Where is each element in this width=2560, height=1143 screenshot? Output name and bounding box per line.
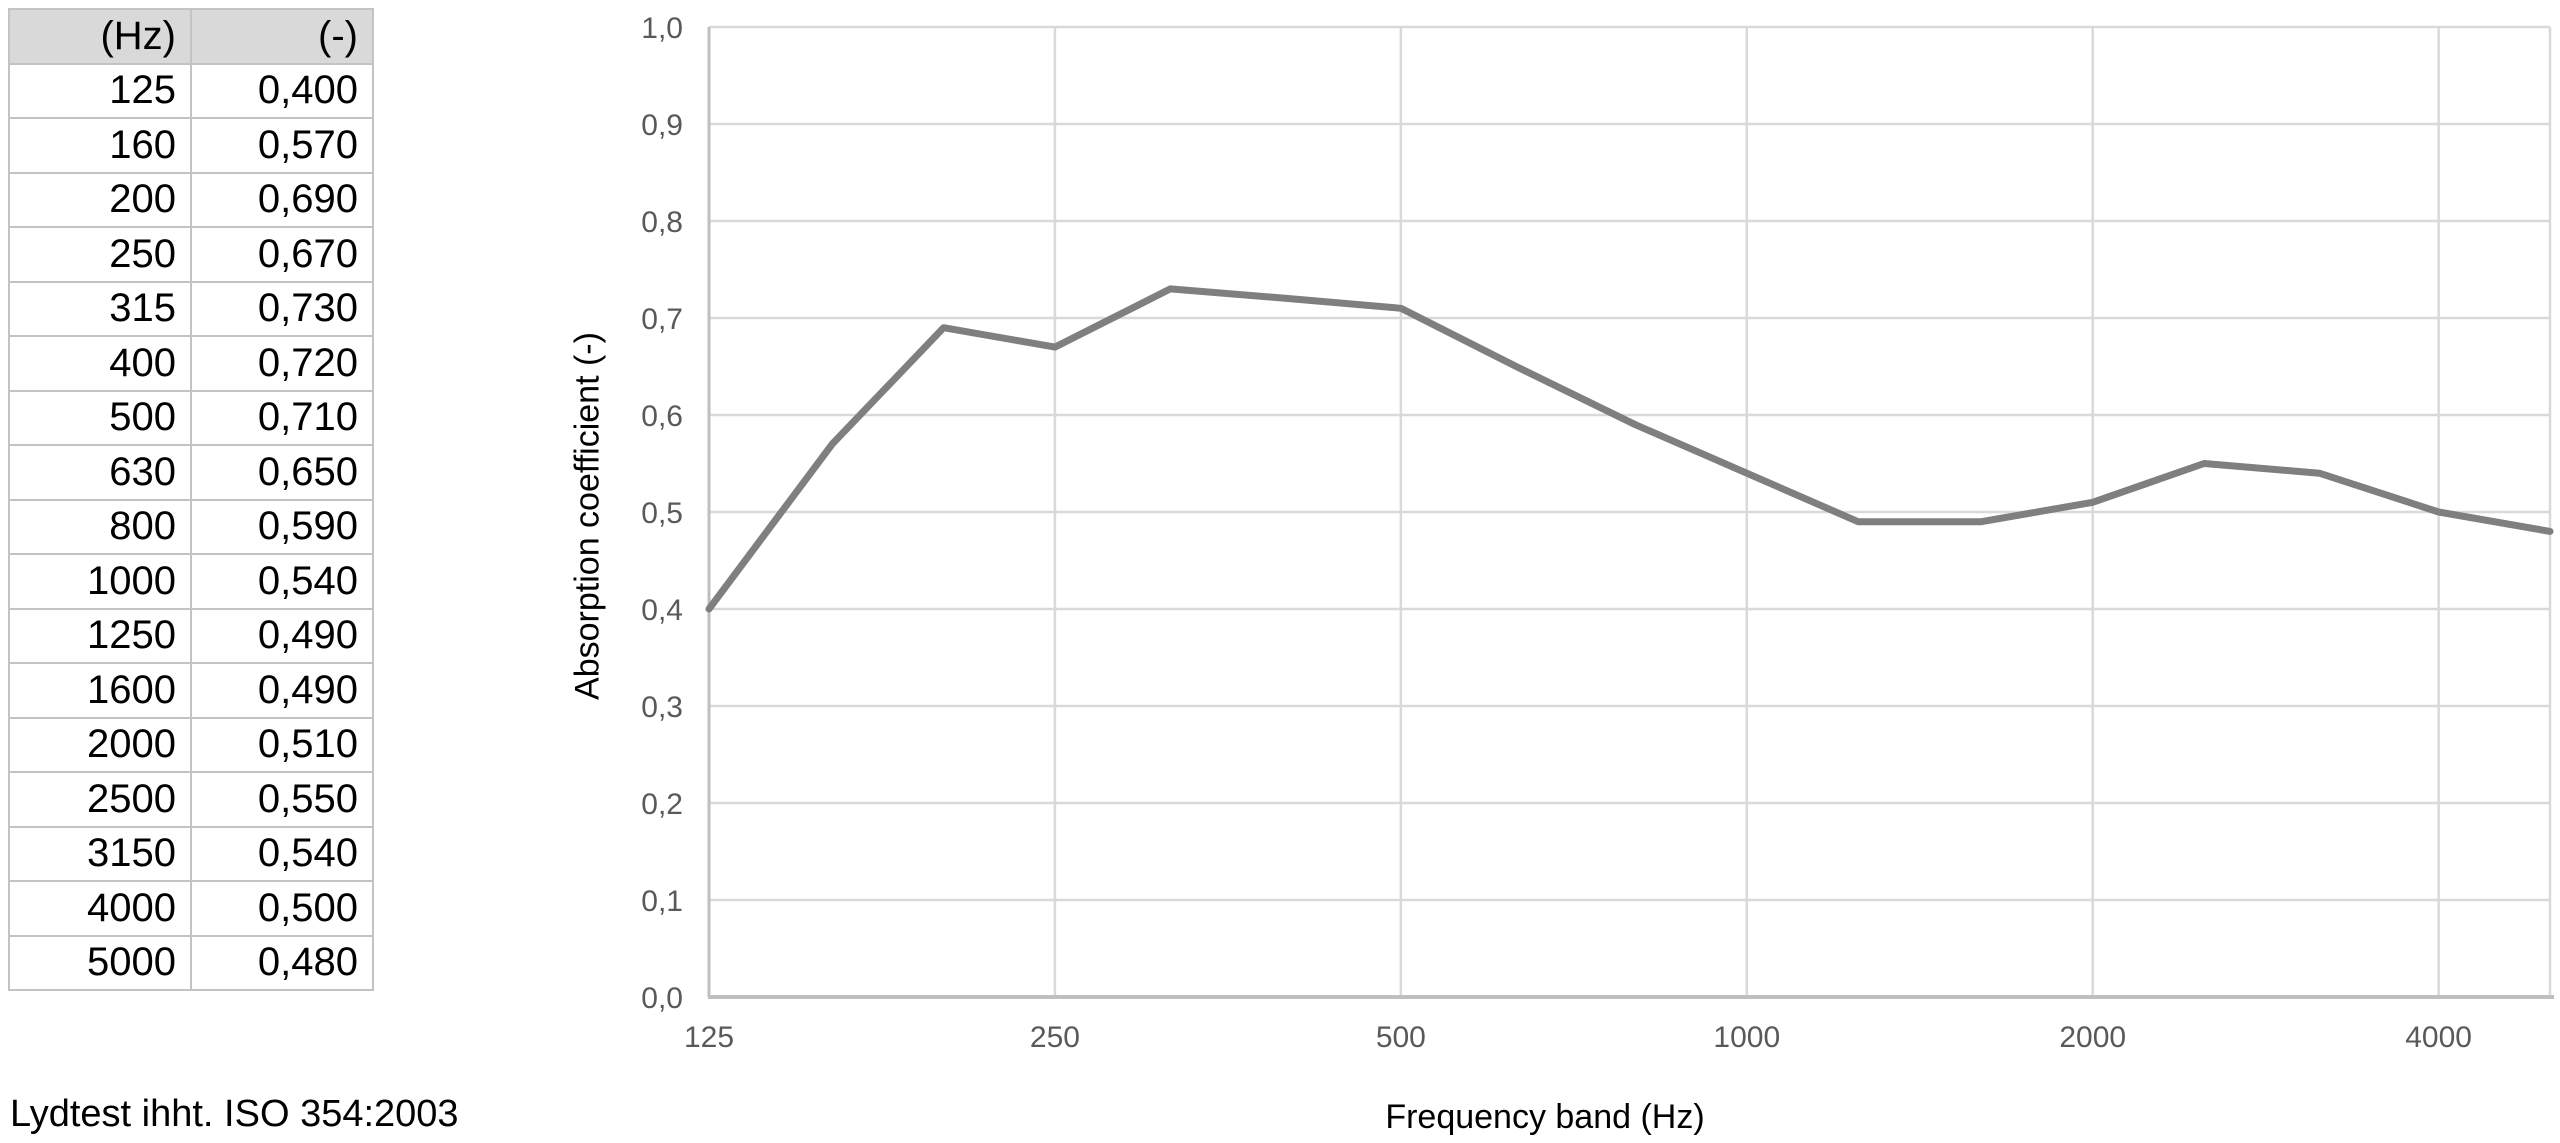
cell-coefficient: 0,720 — [190, 335, 374, 392]
y-tick-label: 0,8 — [641, 206, 683, 239]
cell-frequency: 630 — [8, 444, 192, 501]
table-row: 400 0,720 — [8, 335, 374, 392]
y-tick-label: 0,7 — [641, 303, 683, 336]
x-tick-label: 4000 — [2405, 1021, 2472, 1054]
table-row: 4000 0,500 — [8, 880, 374, 937]
table-row: 500 0,710 — [8, 389, 374, 446]
cell-coefficient: 0,710 — [190, 389, 374, 446]
table-row: 1000 0,540 — [8, 553, 374, 610]
cell-frequency: 315 — [8, 280, 192, 337]
cell-frequency: 500 — [8, 389, 192, 446]
frequency-table-body: 125 0,400 160 0,570 200 0,690 250 0,670 315 0,730… — [8, 62, 374, 991]
table-row: 1600 0,490 — [8, 662, 374, 719]
cell-frequency: 160 — [8, 117, 192, 174]
table-row: 2000 0,510 — [8, 716, 374, 773]
table-row: 5000 0,480 — [8, 934, 374, 991]
cell-coefficient: 0,730 — [190, 280, 374, 337]
cell-frequency: 125 — [8, 62, 192, 119]
cell-frequency: 1600 — [8, 662, 192, 719]
y-tick-label: 0,6 — [641, 400, 683, 433]
test-standard-note: Lydtest ihht. ISO 354:2003 — [10, 1093, 459, 1135]
cell-frequency: 2500 — [8, 771, 192, 828]
cell-frequency: 400 — [8, 335, 192, 392]
y-tick-label: 0,9 — [641, 109, 683, 142]
y-tick-label: 0,4 — [641, 594, 683, 627]
y-tick-label: 0,0 — [641, 982, 683, 1015]
x-tick-label: 250 — [1030, 1021, 1080, 1054]
cell-frequency: 3150 — [8, 825, 192, 882]
x-axis-title: Frequency band (Hz) — [1385, 1098, 1705, 1136]
cell-coefficient: 0,670 — [190, 226, 374, 283]
x-tick-label: 125 — [684, 1021, 734, 1054]
header-cell-hz: (Hz) — [8, 8, 192, 65]
cell-frequency: 1250 — [8, 607, 192, 664]
cell-coefficient: 0,540 — [190, 553, 374, 610]
absorption-series-line — [705, 285, 2554, 613]
cell-coefficient: 0,590 — [190, 498, 374, 555]
x-tick-label: 500 — [1376, 1021, 1426, 1054]
y-tick-label: 0,3 — [641, 691, 683, 724]
table-row: 315 0,730 — [8, 280, 374, 337]
cell-frequency: 800 — [8, 498, 192, 555]
cell-coefficient: 0,550 — [190, 771, 374, 828]
cell-coefficient: 0,690 — [190, 171, 374, 228]
y-tick-label: 0,1 — [641, 885, 683, 918]
cell-coefficient: 0,650 — [190, 444, 374, 501]
y-tick-label: 0,2 — [641, 788, 683, 821]
cell-frequency: 250 — [8, 226, 192, 283]
cell-coefficient: 0,570 — [190, 117, 374, 174]
table-row: 1250 0,490 — [8, 607, 374, 664]
frequency-table: (Hz) (-) 125 0,400 160 0,570 200 0,690 250 0,67… — [8, 8, 374, 991]
cell-coefficient: 0,490 — [190, 607, 374, 664]
cell-coefficient: 0,400 — [190, 62, 374, 119]
cell-coefficient: 0,510 — [190, 716, 374, 773]
table-row: 630 0,650 — [8, 444, 374, 501]
cell-frequency: 2000 — [8, 716, 192, 773]
x-tick-label: 1000 — [1713, 1021, 1780, 1054]
y-tick-label: 0,5 — [641, 497, 683, 530]
table-row: 3150 0,540 — [8, 825, 374, 882]
frequency-table-header: (Hz) (-) — [8, 8, 374, 65]
table-row: 125 0,400 — [8, 62, 374, 119]
header-cell-coefficient: (-) — [190, 8, 374, 65]
cell-coefficient: 0,500 — [190, 880, 374, 937]
y-tick-label: 1,0 — [641, 12, 683, 45]
x-tick-label: 2000 — [2059, 1021, 2126, 1054]
table-row: 250 0,670 — [8, 226, 374, 283]
cell-coefficient: 0,540 — [190, 825, 374, 882]
y-axis-title: Absorption coefficient (-) — [568, 332, 607, 700]
cell-frequency: 5000 — [8, 934, 192, 991]
table-row: 200 0,690 — [8, 171, 374, 228]
cell-frequency: 4000 — [8, 880, 192, 937]
table-row: 2500 0,550 — [8, 771, 374, 828]
table-row: 800 0,590 — [8, 498, 374, 555]
table-row: 160 0,570 — [8, 117, 374, 174]
cell-frequency: 1000 — [8, 553, 192, 610]
cell-coefficient: 0,480 — [190, 934, 374, 991]
cell-coefficient: 0,490 — [190, 662, 374, 719]
table-header-row: (Hz) (-) — [8, 8, 374, 65]
cell-frequency: 200 — [8, 171, 192, 228]
